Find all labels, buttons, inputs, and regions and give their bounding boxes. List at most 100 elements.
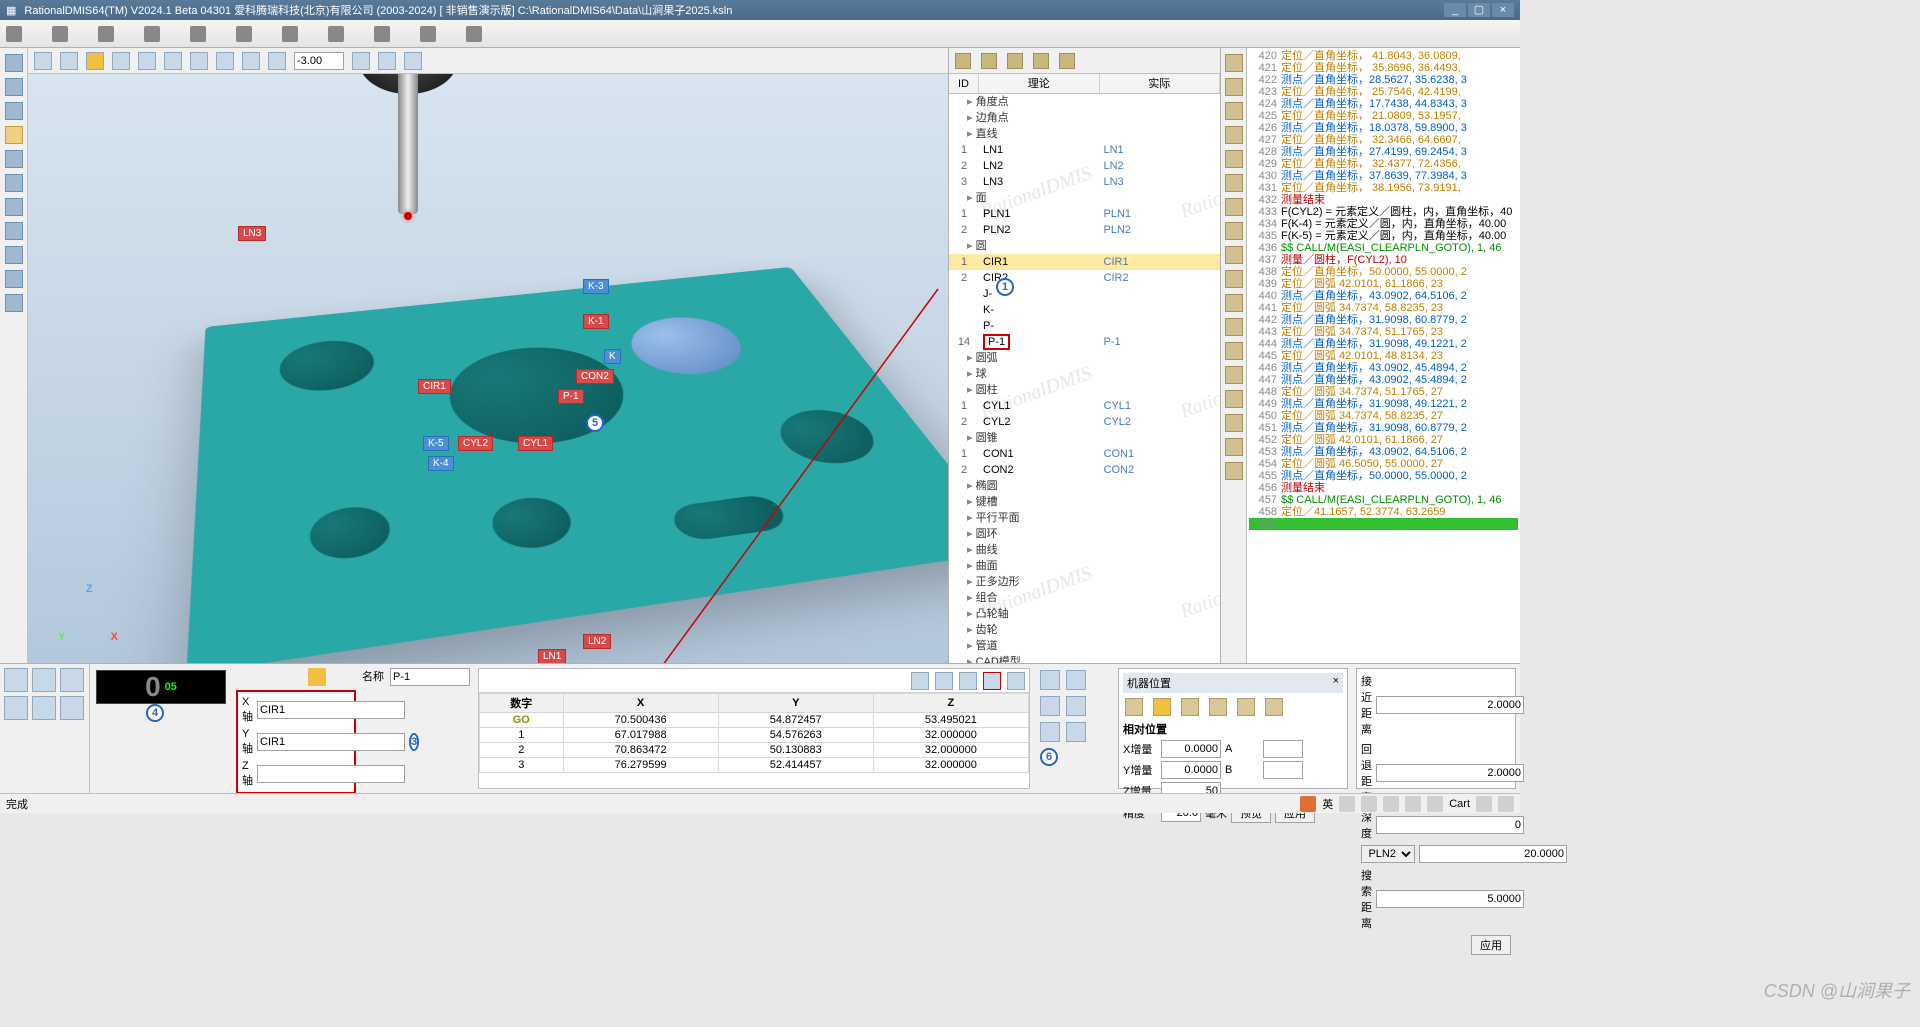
shape-line-icon[interactable] [260, 668, 278, 686]
r-save-icon[interactable] [1225, 102, 1243, 120]
r-run-icon[interactable] [1225, 270, 1243, 288]
points-table[interactable]: 数字XYZGO70.50043654.87245753.495021167.01… [479, 693, 1029, 773]
mp-ico5[interactable] [1237, 698, 1255, 716]
tb-monitor-icon[interactable] [466, 26, 482, 42]
b-input[interactable] [1263, 761, 1303, 779]
ex-ico3[interactable] [1040, 696, 1060, 716]
zoom-icon[interactable] [138, 52, 156, 70]
cone-icon[interactable] [5, 246, 23, 264]
tb-table-icon[interactable] [144, 26, 160, 42]
r-step-icon[interactable] [1225, 294, 1243, 312]
iso-icon[interactable] [242, 52, 260, 70]
dp-ico1[interactable] [911, 672, 929, 690]
r-cut-icon[interactable] [1225, 174, 1243, 192]
select-icon[interactable] [5, 78, 23, 96]
dp-ico5[interactable] [1007, 672, 1025, 690]
home-view-icon[interactable] [34, 52, 52, 70]
feature-icon[interactable] [5, 126, 23, 144]
circle-icon[interactable] [5, 174, 23, 192]
dp-ico2[interactable] [935, 672, 953, 690]
tb-save-icon[interactable] [52, 26, 68, 42]
tb-page-icon[interactable] [236, 26, 252, 42]
b-joy-icon[interactable] [60, 668, 84, 692]
s-ico5[interactable] [1427, 796, 1443, 812]
search-input[interactable] [1376, 890, 1524, 908]
y-axis-input[interactable] [257, 733, 405, 751]
s-ico3[interactable] [1383, 796, 1399, 812]
yinc-input[interactable] [1161, 761, 1221, 779]
s-ico1[interactable] [1339, 796, 1355, 812]
shade-icon[interactable] [190, 52, 208, 70]
s-ico2[interactable] [1361, 796, 1377, 812]
r-pin-icon[interactable] [1225, 78, 1243, 96]
crosshair-icon[interactable] [352, 52, 370, 70]
mp-ico6[interactable] [1265, 698, 1283, 716]
top-icon[interactable] [268, 52, 286, 70]
s-ico7[interactable] [1498, 796, 1514, 812]
spin-input[interactable] [294, 52, 344, 70]
b-axis-icon[interactable] [32, 696, 56, 720]
r-mark-icon[interactable] [1225, 438, 1243, 456]
tb-run-icon[interactable] [374, 26, 390, 42]
ime-icon[interactable] [1300, 796, 1316, 812]
mp-ico1[interactable] [1125, 698, 1143, 716]
close-button[interactable]: × [1492, 3, 1514, 17]
measure-icon[interactable] [378, 52, 396, 70]
curve-icon[interactable] [5, 294, 23, 312]
r-txt-icon[interactable] [1225, 414, 1243, 432]
pointer-icon[interactable] [60, 52, 78, 70]
ex-ico6[interactable] [1066, 722, 1086, 742]
tree-ico4[interactable] [1033, 53, 1049, 69]
mp-ico3[interactable] [1181, 698, 1199, 716]
shape-point-icon[interactable] [236, 668, 254, 686]
depth-input[interactable] [1376, 816, 1524, 834]
b-angle-icon[interactable] [32, 668, 56, 692]
tree-ico3[interactable] [1007, 53, 1023, 69]
r-edit-icon[interactable] [1225, 150, 1243, 168]
maximize-button[interactable]: ▢ [1468, 3, 1490, 17]
rotate-icon[interactable] [86, 52, 104, 70]
r-book-icon[interactable] [1225, 126, 1243, 144]
dp-ico3[interactable] [959, 672, 977, 690]
cursor-icon[interactable] [5, 54, 23, 72]
tb-report-icon[interactable] [190, 26, 206, 42]
ex-ico2[interactable] [1066, 670, 1086, 690]
shape-plane-icon[interactable] [284, 668, 302, 686]
s-ico4[interactable] [1405, 796, 1421, 812]
shape-circle-icon[interactable] [308, 668, 326, 686]
point-icon[interactable] [5, 102, 23, 120]
r-flag-icon[interactable] [1225, 366, 1243, 384]
code-listing[interactable]: 420定位／直角坐标， 41.8043, 36.0809,421定位／直角坐标，… [1247, 48, 1520, 663]
r-dq-icon[interactable] [1225, 462, 1243, 480]
name-input[interactable] [390, 668, 470, 686]
probe-icon[interactable] [404, 52, 422, 70]
a-input[interactable] [1263, 740, 1303, 758]
x-axis-input[interactable] [257, 701, 405, 719]
minimize-button[interactable]: _ [1444, 3, 1466, 17]
fit-icon[interactable] [164, 52, 182, 70]
machpos-close-icon[interactable]: × [1333, 675, 1339, 691]
mp-ico4[interactable] [1209, 698, 1227, 716]
mp-ico2[interactable] [1153, 698, 1171, 716]
ex-ico1[interactable] [1040, 670, 1060, 690]
approach-input[interactable] [1376, 696, 1524, 714]
s-ico6[interactable] [1476, 796, 1492, 812]
ex-ico5[interactable] [1040, 722, 1060, 742]
b-cube-icon[interactable] [4, 668, 28, 692]
z-axis-input[interactable] [257, 765, 405, 783]
retract-input[interactable] [1376, 764, 1524, 782]
b-dim-icon[interactable] [60, 696, 84, 720]
r-open-icon[interactable] [1225, 54, 1243, 72]
wire-icon[interactable] [216, 52, 234, 70]
xinc-input[interactable] [1161, 740, 1221, 758]
r-note-icon[interactable] [1225, 342, 1243, 360]
cylinder-icon[interactable] [5, 222, 23, 240]
r-tool-icon[interactable] [1225, 222, 1243, 240]
pan-icon[interactable] [112, 52, 130, 70]
sphere-icon[interactable] [5, 270, 23, 288]
viewport-3d[interactable]: LN3 CIR1 K-3 K-1 K CON2 P-1 K-5 CYL2 K-4… [28, 74, 948, 663]
r-user-icon[interactable] [1225, 198, 1243, 216]
tree-ico2[interactable] [981, 53, 997, 69]
r-home-icon[interactable] [1225, 246, 1243, 264]
r-eye-icon[interactable] [1225, 390, 1243, 408]
